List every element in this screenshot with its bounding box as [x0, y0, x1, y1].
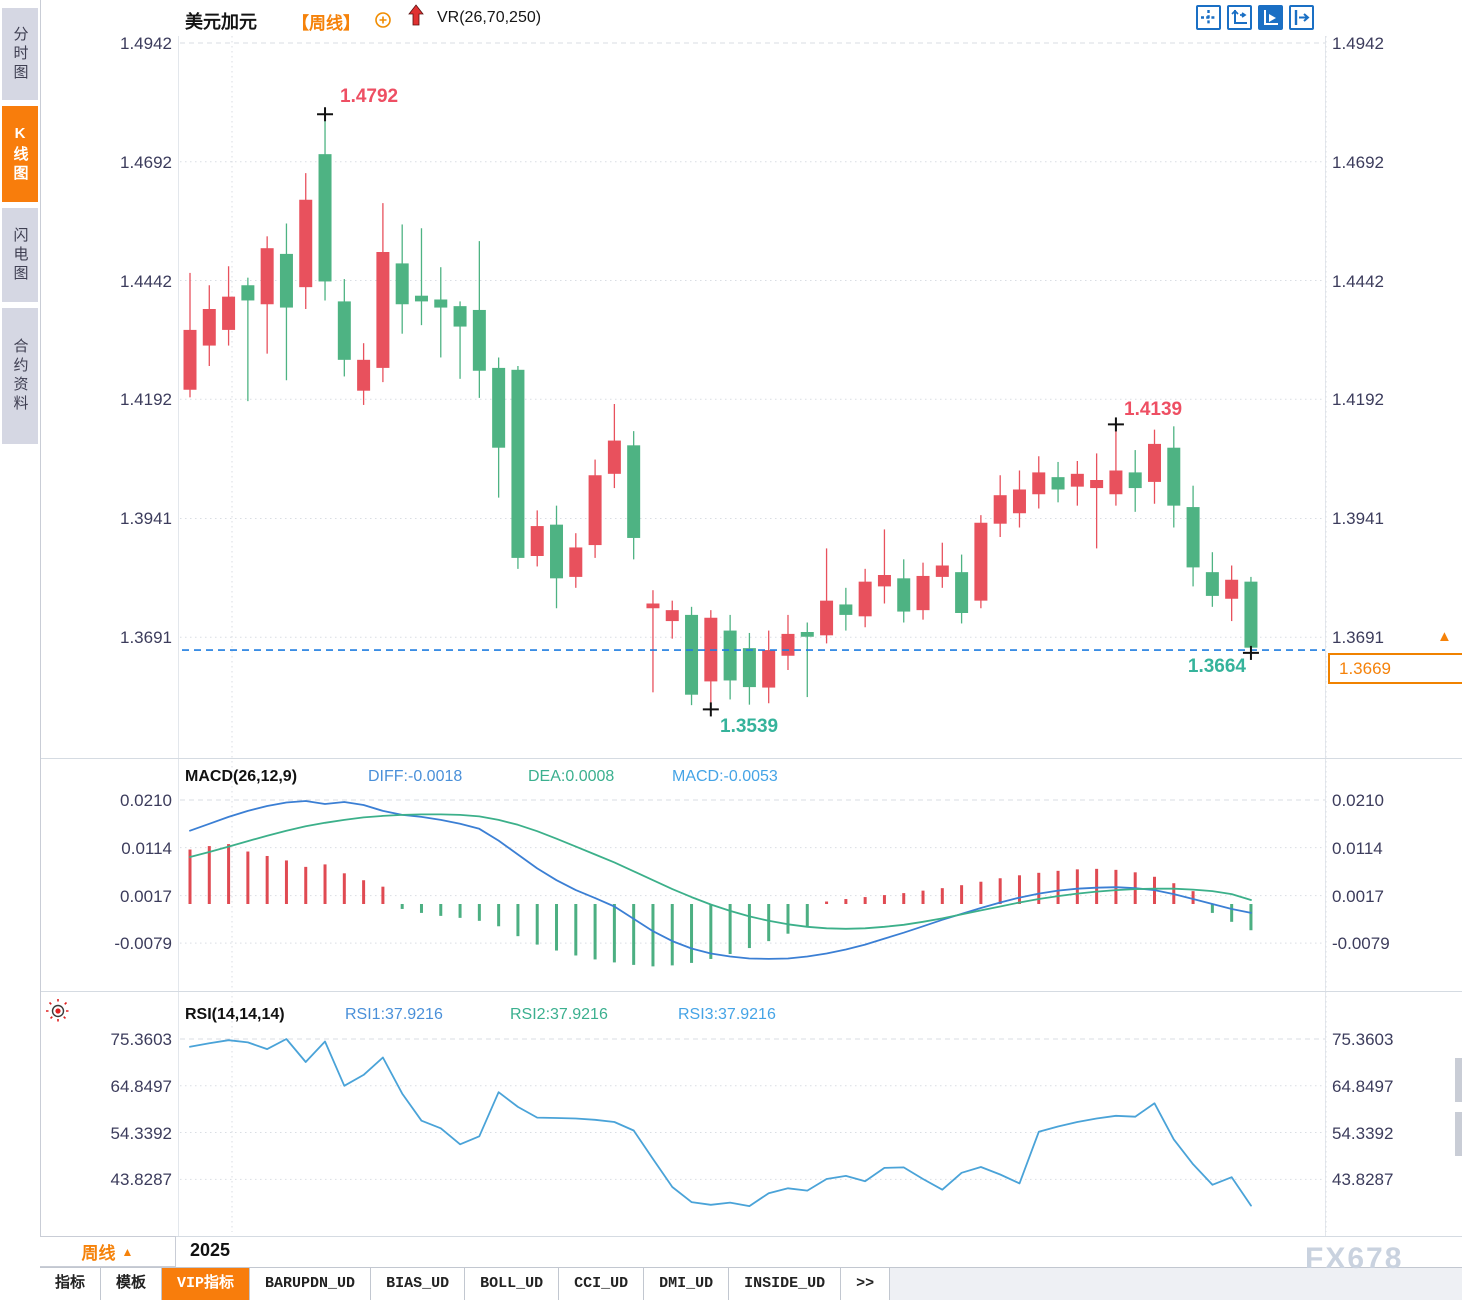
- tab-vip-indicators[interactable]: VIP指标: [162, 1268, 251, 1300]
- axis-tick-label: 1.4192: [120, 390, 172, 410]
- axis-tick-label: 43.8287: [110, 1170, 172, 1190]
- axis-tick-label: 75.3603: [1332, 1030, 1394, 1049]
- axis-tick-label: 54.3392: [1332, 1123, 1394, 1143]
- pane-separator: [40, 991, 1462, 992]
- sidebar-tab-flash-chart[interactable]: 闪电图: [2, 208, 38, 302]
- macd-dea-value: DEA:0.0008: [528, 768, 615, 785]
- x-axis-year-label: 2025: [190, 1240, 231, 1260]
- rsi3-value: RSI3:37.9216: [678, 1006, 776, 1023]
- sidebar-tab-contract-info[interactable]: 合约资料: [2, 308, 38, 444]
- axis-tick-label: 1.4442: [120, 271, 172, 291]
- axis-tick-label: 1.4942: [1332, 34, 1384, 53]
- tab-more[interactable]: >>: [841, 1268, 891, 1300]
- sidebar-tab-label: 分时图: [11, 25, 29, 83]
- pane-separator: [40, 1236, 1462, 1237]
- tab-barupdn-ud[interactable]: BARUPDN_UD: [250, 1268, 372, 1300]
- red-up-arrow-icon: [408, 4, 424, 26]
- pan-exit-icon[interactable]: [1289, 5, 1314, 30]
- period-selector[interactable]: 周线 ▲: [40, 1236, 176, 1267]
- sidebar-tab-label: 闪电图: [11, 226, 29, 284]
- tab-cci-ud[interactable]: CCI_UD: [559, 1268, 645, 1300]
- period-label: 周线: [81, 1244, 116, 1263]
- tab-dmi-ud[interactable]: DMI_UD: [644, 1268, 730, 1300]
- symbol-title: 美元加元: [185, 12, 257, 32]
- sidebar-tab-kline-chart[interactable]: K线图: [2, 106, 38, 202]
- rsi-title[interactable]: RSI(14,14,14): [185, 1006, 285, 1023]
- last-low-annotation: 1.3664: [1187, 656, 1246, 677]
- sidebar-tab-label: K线图: [11, 124, 29, 184]
- axis-tick-label: 54.3392: [110, 1123, 172, 1143]
- axis-tick-label: 0.0114: [121, 838, 172, 858]
- axis-tick-label: 1.3941: [120, 509, 172, 529]
- axis-play-icon[interactable]: [1258, 5, 1283, 30]
- tab-bias-ud[interactable]: BIAS_UD: [371, 1268, 466, 1300]
- tab-boll-ud[interactable]: BOLL_UD: [465, 1268, 560, 1300]
- sidebar-tab-time-chart[interactable]: 分时图: [2, 8, 38, 100]
- axis-tick-label: 1.4692: [120, 152, 172, 172]
- axis-tick-label: 1.4442: [1332, 271, 1384, 291]
- period-tag[interactable]: 【周线】: [292, 14, 360, 33]
- scrollbar-fragment[interactable]: [1455, 1112, 1462, 1156]
- axis-tick-label: 0.0114: [1332, 838, 1383, 858]
- axis-tick-label: 1.3691: [120, 628, 172, 648]
- axis-tick-label: 1.4942: [120, 34, 172, 53]
- left-sidebar: 分时图 K线图 闪电图 合约资料: [0, 0, 41, 1300]
- pane-separator: [40, 758, 1462, 759]
- high-annotation-1: 1.4792: [340, 86, 399, 107]
- high-annotation-2: 1.4139: [1124, 399, 1183, 420]
- axis-tick-label: 75.3603: [110, 1030, 172, 1049]
- axis-tick-label: -0.0079: [1332, 934, 1390, 954]
- indicator-label[interactable]: VR(26,70,250): [437, 9, 542, 26]
- axis-tick-label: 1.3691: [1332, 628, 1384, 648]
- circle-plus-icon[interactable]: [374, 11, 392, 29]
- axis-tick-label: 0.0017: [120, 886, 172, 906]
- axis-tick-label: 0.0017: [1332, 886, 1384, 906]
- axis-tick-label: 64.8497: [110, 1076, 172, 1096]
- tab-indicators[interactable]: 指标: [40, 1268, 102, 1300]
- axis-tick-label: 0.0210: [1332, 791, 1384, 811]
- axis-tick-label: -0.0079: [114, 934, 172, 954]
- macd-diff-value: DIFF:-0.0018: [368, 768, 463, 785]
- axis-tick-label: 64.8497: [1332, 1076, 1394, 1096]
- axis-tick-label: 43.8287: [1332, 1170, 1394, 1190]
- tab-inside-ud[interactable]: INSIDE_UD: [729, 1268, 842, 1300]
- alert-sun-icon[interactable]: [44, 997, 72, 1025]
- rsi1-value: RSI1:37.9216: [345, 1006, 443, 1023]
- current-price-box: 1.3669: [1328, 653, 1462, 684]
- axis-tick-label: 1.3941: [1332, 509, 1384, 529]
- axis-range-icon[interactable]: [1227, 5, 1252, 30]
- axis-tick-label: 1.4192: [1332, 390, 1384, 410]
- price-arrow-up-icon: ▲: [1437, 628, 1452, 645]
- period-arrow-icon: ▲: [121, 1244, 134, 1259]
- crosshair-move-icon[interactable]: [1196, 5, 1221, 30]
- low-annotation: 1.3539: [720, 716, 779, 737]
- scrollbar-fragment[interactable]: [1455, 1058, 1462, 1102]
- sidebar-tab-label: 合约资料: [11, 338, 29, 414]
- tab-templates[interactable]: 模板: [101, 1268, 163, 1300]
- macd-macd-value: MACD:-0.0053: [672, 768, 778, 785]
- indicator-tabbar: 指标 模板 VIP指标 BARUPDN_UD BIAS_UD BOLL_UD C…: [40, 1267, 1462, 1300]
- axis-tick-label: 1.4692: [1332, 152, 1384, 172]
- axis-tick-label: 0.0210: [120, 791, 172, 811]
- macd-title[interactable]: MACD(26,12,9): [185, 768, 298, 785]
- rsi2-value: RSI2:37.9216: [510, 1006, 608, 1023]
